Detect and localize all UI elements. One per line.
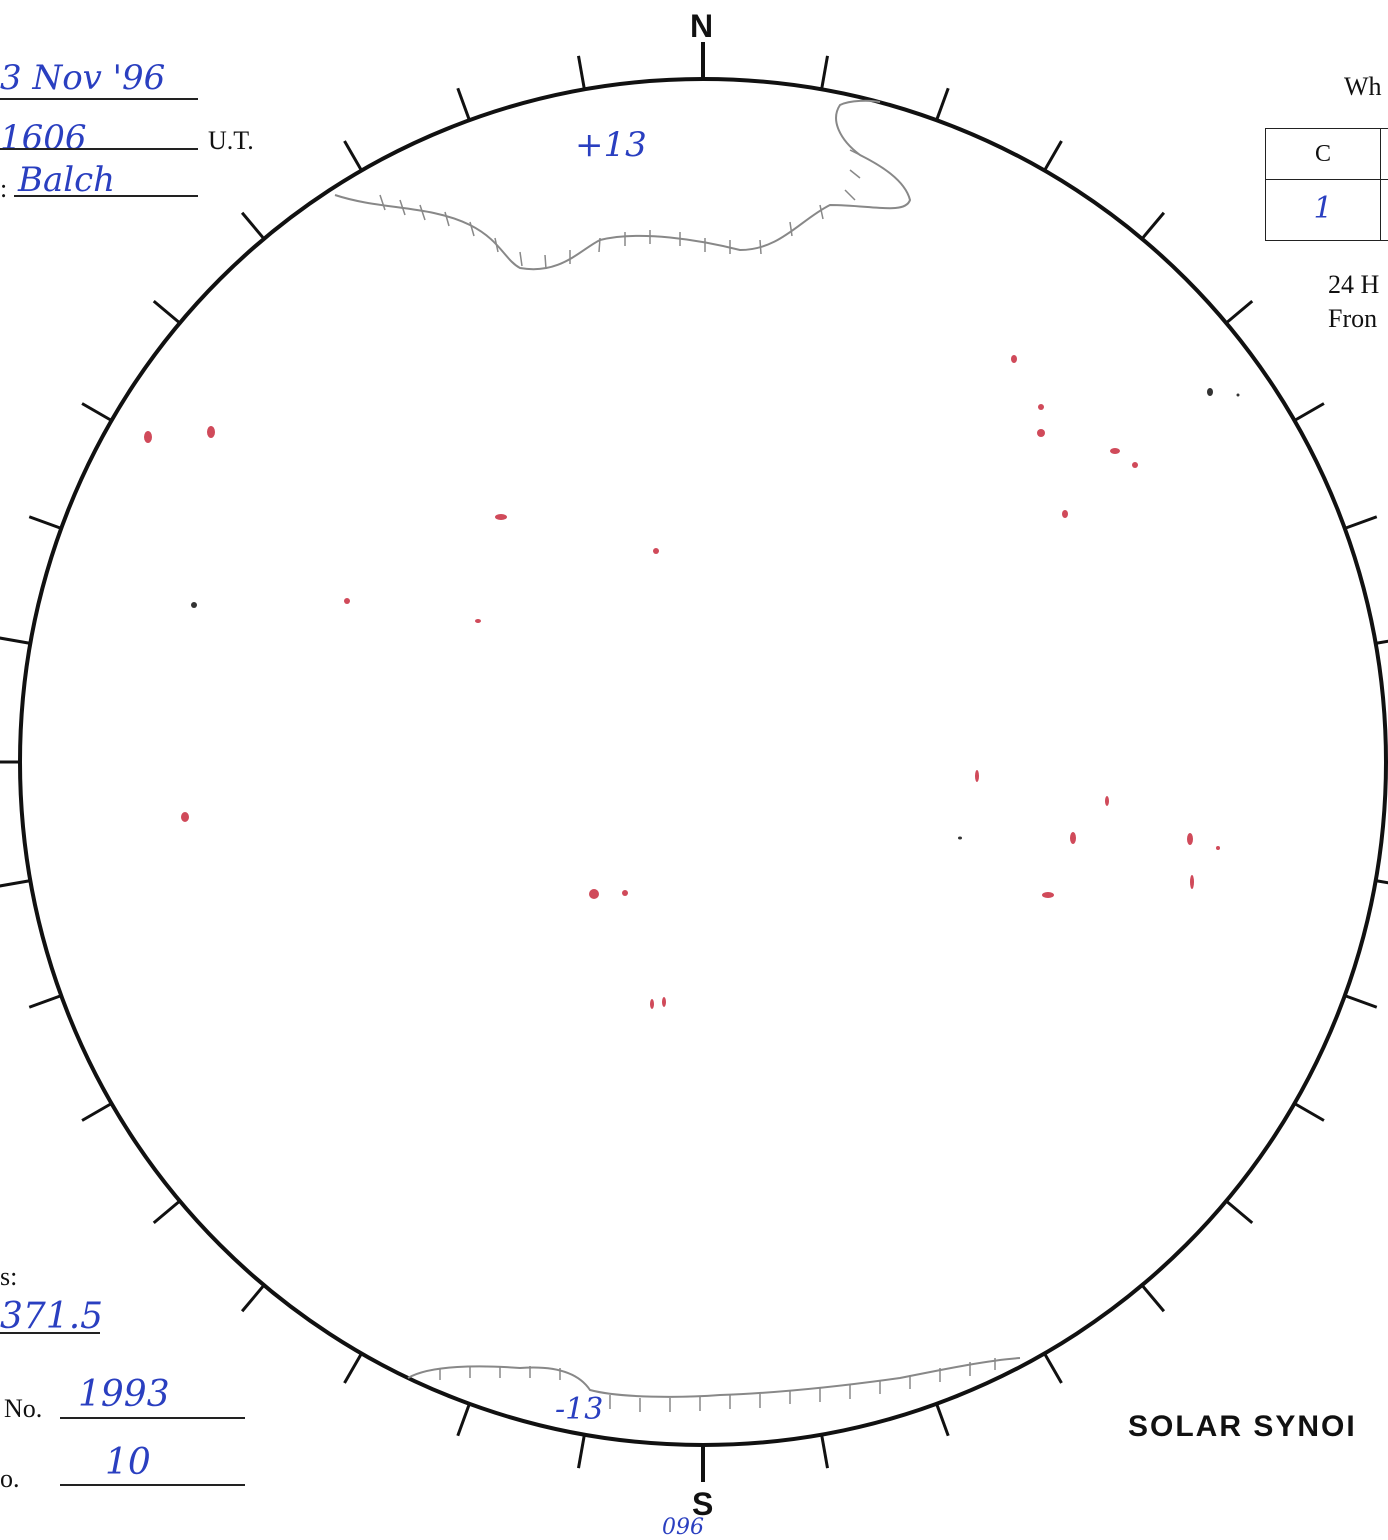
degree-tick — [1225, 299, 1254, 325]
footer-label-no: No. — [4, 1394, 43, 1423]
degree-tick — [28, 994, 62, 1009]
south-polar-hatching — [439, 1358, 996, 1412]
degree-tick — [577, 1434, 586, 1469]
dark-mark — [1207, 388, 1213, 396]
table-row-value: 1 — [1313, 191, 1333, 226]
sunspot — [653, 548, 659, 554]
degree-tick — [343, 1352, 363, 1384]
table-header-c: C — [1265, 128, 1381, 180]
degree-tick — [1043, 1352, 1063, 1384]
footer-o-underline — [60, 1484, 245, 1486]
sunspot — [1070, 832, 1076, 844]
top-latitude-label: +13 — [575, 125, 647, 165]
sunspot — [344, 598, 350, 604]
degree-tick — [577, 55, 586, 90]
sunspot — [475, 619, 481, 623]
degree-tick — [240, 211, 266, 240]
degree-tick — [820, 1434, 829, 1469]
top-right-line2: Fron — [1328, 304, 1378, 333]
top-right-heading: Wh — [1344, 72, 1382, 101]
degree-tick-marks — [0, 55, 1388, 1469]
footer-no-underline — [60, 1417, 245, 1419]
degree-tick — [1293, 1102, 1325, 1122]
table-header-blank — [1380, 128, 1388, 180]
degree-tick — [240, 1284, 266, 1313]
sunspot — [1038, 404, 1044, 410]
solar-disk-outline — [18, 77, 1388, 1447]
footer-label-o: o. — [0, 1464, 20, 1493]
sunspot — [1105, 796, 1109, 806]
sunspot — [207, 426, 215, 438]
degree-tick — [81, 402, 113, 422]
dark-mark — [1236, 393, 1240, 397]
sunspot — [1110, 448, 1120, 454]
sunspot — [589, 889, 599, 899]
dark-marks — [191, 388, 1240, 840]
observer-value: Balch — [18, 160, 116, 200]
sunspot — [1190, 875, 1194, 889]
north-label: N — [690, 8, 714, 44]
degree-tick — [1043, 140, 1063, 172]
dark-mark — [191, 602, 197, 608]
degree-tick — [343, 140, 363, 172]
footer-value-no: 1993 — [78, 1374, 170, 1415]
sunspot — [144, 431, 152, 443]
sunspot — [495, 514, 507, 520]
south-label: S — [692, 1486, 714, 1522]
time-value: 1606 — [0, 118, 87, 158]
degree-tick — [456, 1403, 471, 1437]
time-underline — [0, 148, 198, 150]
time-unit-label: U.T. — [208, 126, 254, 155]
degree-tick — [1344, 994, 1378, 1009]
footer-value-s: 371.5 — [0, 1296, 104, 1337]
table-row-blank — [1380, 179, 1388, 241]
degree-tick — [0, 879, 31, 888]
sunspot — [1042, 892, 1054, 898]
degree-tick — [935, 1403, 950, 1437]
sunspot-marks — [144, 355, 1220, 1009]
sunspot — [650, 999, 654, 1009]
sunspot — [662, 997, 666, 1007]
sunspot — [1011, 355, 1017, 363]
top-right-line1: 24 H — [1328, 270, 1380, 299]
degree-tick — [152, 1199, 181, 1225]
south-handwritten-note: 096 — [662, 1515, 704, 1540]
footer-label-s: s: — [0, 1262, 18, 1291]
degree-tick — [1293, 402, 1325, 422]
sunspot — [622, 890, 628, 896]
sunspot — [1216, 846, 1220, 850]
degree-tick — [28, 515, 62, 530]
sunspot — [1037, 429, 1045, 437]
degree-tick — [820, 55, 829, 90]
observer-colon: : — [0, 174, 8, 203]
sunspot — [1187, 833, 1193, 845]
degree-tick — [0, 636, 31, 645]
sunspot — [181, 812, 189, 822]
south-polar-boundary — [407, 1357, 1021, 1398]
degree-tick — [152, 299, 181, 325]
north-polar-hatching — [379, 149, 863, 270]
degree-tick — [1344, 515, 1378, 530]
observer-underline — [14, 195, 198, 197]
degree-tick — [81, 1102, 113, 1122]
date-value: 3 Nov '96 — [0, 58, 166, 98]
dark-mark — [958, 836, 962, 840]
degree-tick — [456, 87, 471, 121]
table-row-value-cell: 1 — [1265, 179, 1381, 241]
degree-tick — [1140, 211, 1166, 240]
sunspot — [1062, 510, 1068, 518]
date-underline — [0, 98, 198, 100]
footer-value-o: 10 — [105, 1442, 151, 1483]
degree-tick — [1225, 1199, 1254, 1225]
solar-synoptic-title: SOLAR SYNOI — [1128, 1410, 1357, 1443]
bottom-latitude-label: -13 — [555, 1392, 604, 1427]
sunspot — [1132, 462, 1138, 468]
sunspot — [975, 770, 979, 782]
degree-tick — [1375, 639, 1388, 645]
degree-tick — [1140, 1284, 1166, 1313]
degree-tick — [1375, 879, 1388, 885]
degree-tick — [935, 87, 950, 121]
footer-s-underline — [0, 1332, 100, 1334]
